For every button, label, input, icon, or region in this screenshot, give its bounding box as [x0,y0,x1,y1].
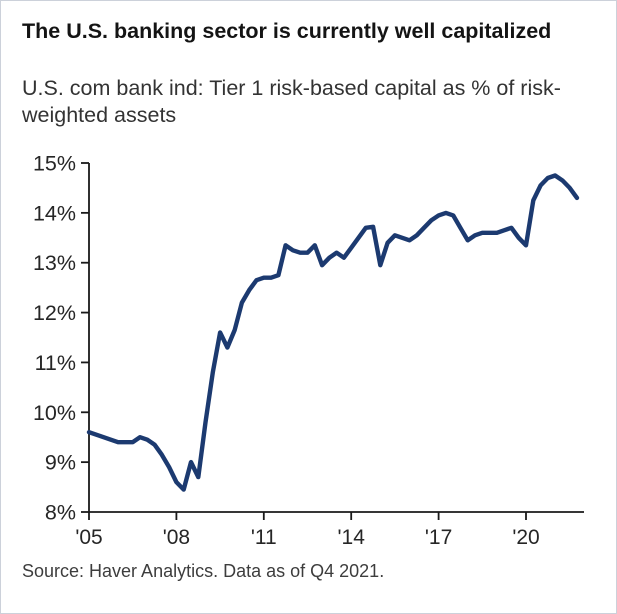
axis-tick-label: '17 [425,526,452,549]
chart-title: The U.S. banking sector is currently wel… [22,19,552,43]
source-note: Source: Haver Analytics. Data as of Q4 2… [22,561,385,581]
axis-tick-label: 8% [45,501,76,525]
axis-tick-label: 9% [45,451,76,475]
axis-tick-label: 11% [35,351,76,375]
tier1-capital-series-line [86,173,580,492]
axis-tick-label: 12% [33,301,76,325]
axis-tick-label: 10% [33,401,76,425]
axis-tick-label: '11 [251,526,277,549]
axis-tick-label: 13% [33,251,76,275]
axis-tick-label: 15% [33,152,76,176]
axis-tick-label: '08 [163,526,190,549]
axis-tick-label: '14 [338,526,366,549]
axis-tick-label: 14% [33,201,76,225]
axis-tick-label: '20 [512,526,539,549]
chart-subtitle: U.S. com bank ind: Tier 1 risk-based cap… [22,76,561,127]
axis-tick-label: '05 [75,526,102,549]
